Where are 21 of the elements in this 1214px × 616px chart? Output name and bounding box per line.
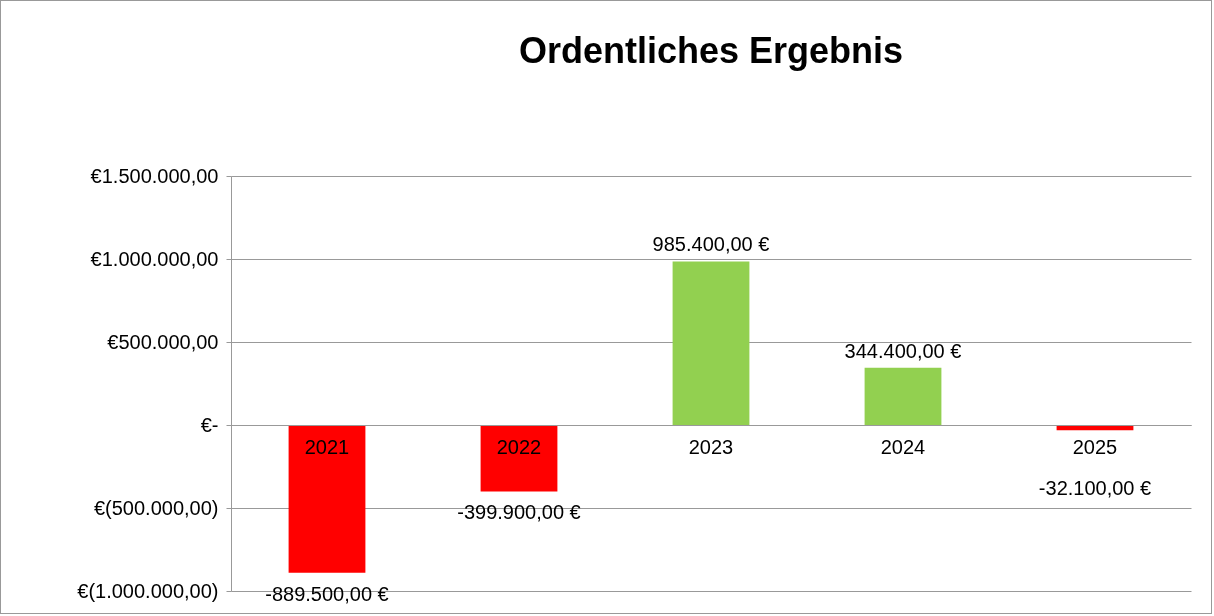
data-label: 344.400,00 € xyxy=(844,339,962,362)
y-tick-label: €500.000,00 xyxy=(107,330,219,353)
bar xyxy=(864,367,942,425)
y-tick-label: €1.000.000,00 xyxy=(90,247,219,270)
y-tick-label: €(500.000,00) xyxy=(93,496,219,519)
data-label: -399.900,00 € xyxy=(457,501,581,524)
x-tick-label: 2022 xyxy=(496,435,542,458)
x-tick-label: 2023 xyxy=(688,435,734,458)
data-label: 985.400,00 € xyxy=(652,233,770,256)
bar xyxy=(288,425,366,573)
x-tick-label: 2024 xyxy=(880,435,926,458)
x-tick-label: 2021 xyxy=(304,435,350,458)
chart-title: Ordentliches Ergebnis xyxy=(518,30,904,71)
data-label: -32.100,00 € xyxy=(1038,476,1152,499)
bar xyxy=(480,425,558,492)
y-tick-label: €1.500.000,00 xyxy=(90,164,219,187)
bar xyxy=(672,261,750,425)
y-tick-label: €(1.000.000,00) xyxy=(77,579,219,602)
data-label: -889.500,00 € xyxy=(265,582,389,605)
y-tick-label: €- xyxy=(200,413,219,436)
x-tick-label: 2025 xyxy=(1072,435,1118,458)
